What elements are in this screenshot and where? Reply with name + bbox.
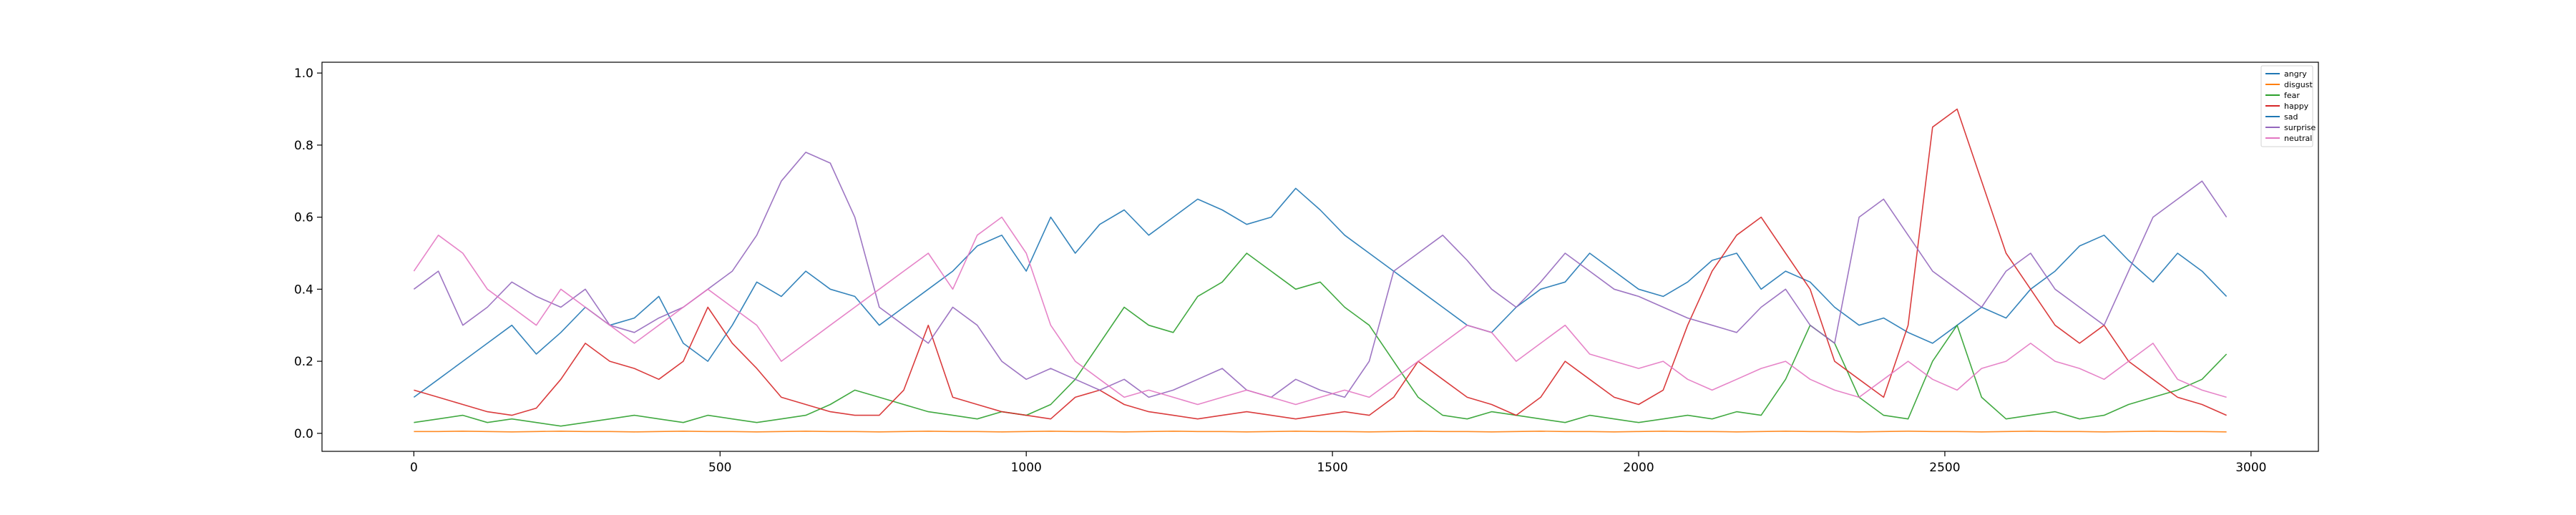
legend-label-disgust: disgust (2284, 80, 2313, 89)
series-layer (413, 108, 2228, 433)
y-axis: 0.0 0.2 0.4 0.6 0.8 1.0 (294, 67, 322, 441)
x-tick-label: 2000 (1623, 461, 1654, 475)
x-tick-label: 2500 (1929, 461, 1960, 475)
y-tick-label: 0.4 (294, 283, 313, 297)
x-tick-label: 3000 (2235, 461, 2266, 475)
legend-box (2260, 65, 2313, 147)
series-line-sad (413, 152, 2228, 398)
y-tick-label: 0.6 (294, 211, 313, 225)
series-line-neutral (413, 216, 2227, 406)
legend-label-neutral: neutral (2284, 134, 2312, 143)
legend-label-happy: happy (2284, 102, 2309, 111)
x-tick-label: 500 (708, 461, 731, 475)
series-line-fear (414, 252, 2228, 427)
x-tick-label: 0 (410, 461, 418, 475)
plot-frame (321, 62, 2319, 452)
legend-label-fear: fear (2284, 91, 2300, 100)
x-tick-label: 1000 (1011, 461, 1042, 475)
y-tick-label: 0.8 (294, 139, 313, 153)
y-tick-label: 0.0 (294, 427, 313, 441)
series-line-disgust (414, 430, 2227, 433)
series-line-angry (413, 187, 2228, 398)
legend-label-angry: angry (2284, 69, 2307, 79)
y-tick-label: 0.2 (294, 355, 313, 369)
y-tick-label: 1.0 (294, 67, 313, 81)
legend-label-sad: sad (2284, 112, 2298, 122)
legend-label-surprise: surprise (2284, 123, 2316, 132)
x-tick-label: 1500 (1317, 461, 1347, 475)
series-line-happy (414, 108, 2227, 420)
x-axis: 0 500 1000 1500 2000 2500 3000 (410, 451, 2266, 475)
